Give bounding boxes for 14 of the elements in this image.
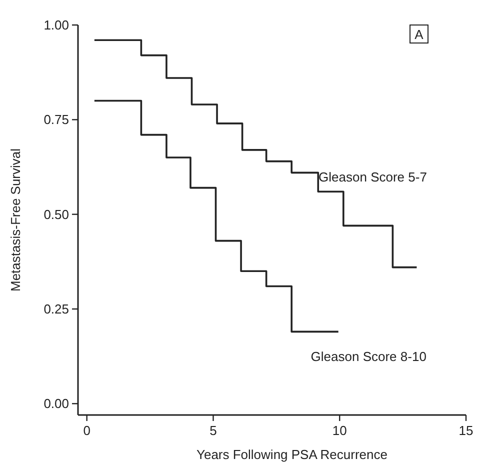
annotation: Gleason Score 8-10 [310,349,426,364]
x-tick-label: 10 [332,423,347,438]
annotation: Gleason Score 5-7 [318,170,427,185]
y-tick-label: 0.00 [44,396,69,412]
y-tick-label: 0.75 [44,112,69,128]
y-axis-title: Metastasis-Free Survival [8,148,23,292]
y-tick-label: 0.25 [44,302,69,317]
x-tick-label: 15 [458,423,474,438]
x-tick-label: 0 [83,423,90,438]
x-tick-label: 5 [210,423,217,438]
y-tick-label: 0.50 [44,206,69,222]
y-tick-label: 1.00 [44,18,69,33]
x-axis-title: Years Following PSA Recurrence [196,447,388,462]
annotation: A [414,27,424,42]
